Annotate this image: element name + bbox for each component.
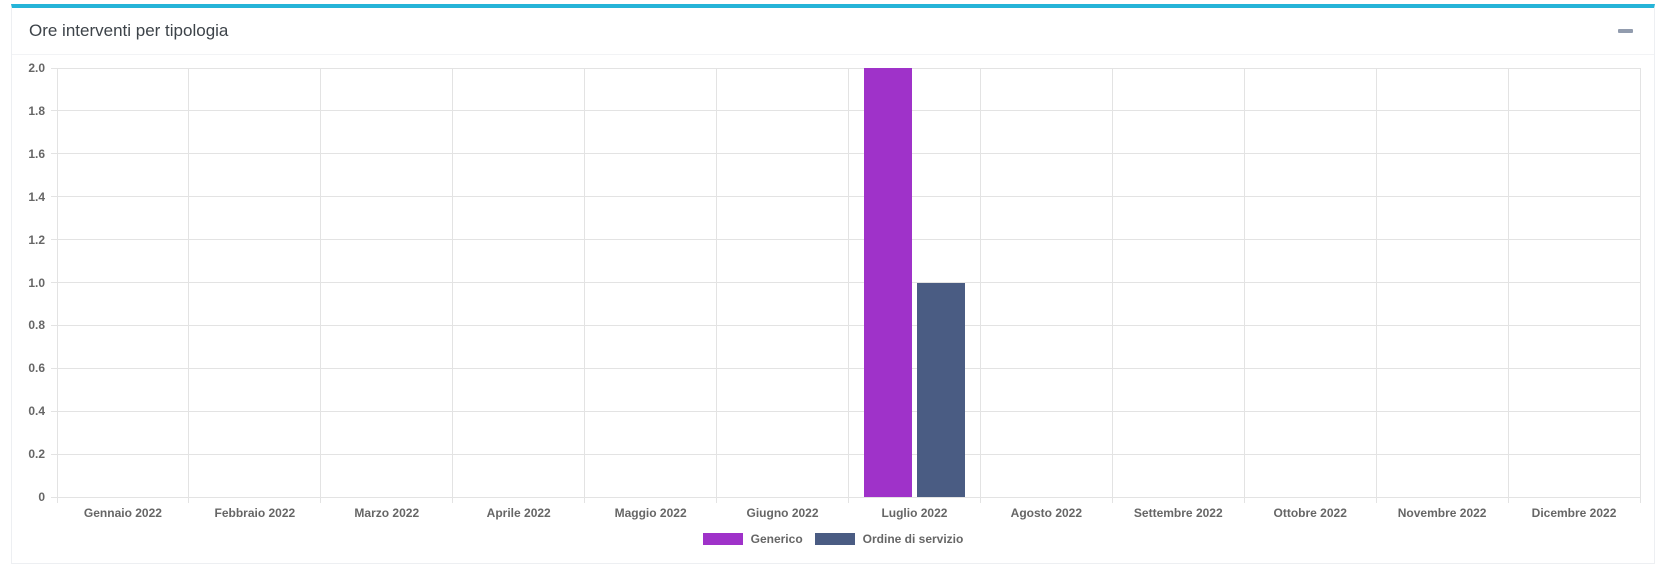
- gridline-vertical: [584, 68, 586, 503]
- gridline-vertical: [188, 68, 190, 503]
- gridline-vertical: [56, 68, 58, 503]
- gridline-vertical: [716, 68, 718, 503]
- x-axis-tick-label: Agosto 2022: [1010, 506, 1083, 520]
- x-axis-tick-label: Aprile 2022: [486, 506, 551, 520]
- gridline-horizontal: [51, 110, 1640, 112]
- y-axis-tick-label: 0.2: [28, 447, 45, 462]
- gridline-horizontal: [51, 153, 1640, 155]
- x-axis-tick-label: Novembre 2022: [1397, 506, 1487, 520]
- y-axis-tick-label: 0: [38, 490, 45, 504]
- panel-title: Ore interventi per tipologia: [29, 21, 229, 40]
- gridline-horizontal: [51, 239, 1640, 241]
- gridline-horizontal: [51, 453, 1640, 455]
- x-axis-tick-label: Maggio 2022: [614, 506, 687, 520]
- gridline-horizontal: [51, 282, 1640, 283]
- gridline-horizontal: [51, 367, 1640, 369]
- y-axis-tick-label: 1.0: [28, 275, 45, 290]
- minus-icon: [1618, 29, 1633, 33]
- gridline-horizontal: [51, 324, 1640, 326]
- y-axis-tick-label: 0.6: [28, 361, 45, 376]
- y-axis-tick-label: 1.6: [28, 146, 45, 161]
- gridline-horizontal: [51, 67, 1640, 69]
- gridline-vertical: [1639, 68, 1641, 503]
- legend-label: Ordine di servizio: [862, 532, 964, 546]
- legend-swatch: [814, 533, 855, 545]
- gridline-horizontal: [51, 196, 1640, 198]
- bar-chart: 0 0.2 0.4 0.6 0.8 1.0 1.2 1.4 1.6 1.8 2.0 Gennaio 2…: [12, 55, 1654, 562]
- bar-generico: [864, 68, 912, 497]
- gridline-vertical: [1111, 68, 1113, 503]
- y-axis-tick-label: 0.4: [28, 404, 45, 419]
- x-axis-tick-label: Giugno 2022: [746, 506, 819, 520]
- x-axis-tick-label: Gennaio 2022: [83, 506, 162, 520]
- legend-label: Generico: [750, 532, 803, 546]
- y-axis-tick-label: 2.0: [28, 61, 45, 75]
- gridline-vertical: [1507, 68, 1509, 503]
- gridline-vertical: [1375, 68, 1377, 503]
- legend-item-generico[interactable]: Generico: [702, 532, 803, 546]
- legend-swatch: [702, 533, 743, 545]
- x-axis-tick-label: Ottobre 2022: [1273, 506, 1347, 520]
- bar-ordine-di-servizio: [917, 282, 965, 497]
- y-axis-tick-label: 1.8: [28, 103, 45, 118]
- collapse-button[interactable]: [1614, 23, 1637, 39]
- x-axis-tick-label: Febbraio 2022: [214, 506, 296, 520]
- chart-legend: Generico Ordine di servizio: [12, 532, 1654, 546]
- x-axis-tick-label: Dicembre 2022: [1531, 506, 1617, 520]
- gridline-horizontal: [51, 496, 1640, 498]
- y-axis-tick-label: 0.8: [28, 318, 45, 333]
- chart-card: Ore interventi per tipologia 0 0.2 0.4 0.6 0…: [11, 4, 1655, 564]
- y-axis-tick-label: 1.2: [28, 232, 45, 247]
- gridline-vertical: [1243, 68, 1245, 503]
- gridline-horizontal: [51, 410, 1640, 412]
- x-axis-tick-label: Settembre 2022: [1133, 506, 1223, 520]
- gridline-vertical: [320, 68, 322, 503]
- chart-card-header: Ore interventi per tipologia: [12, 8, 1654, 55]
- y-axis-tick-label: 1.4: [28, 189, 45, 204]
- gridline-vertical: [452, 68, 454, 503]
- x-axis-tick-label: Luglio 2022: [881, 506, 948, 520]
- gridline-vertical: [848, 68, 849, 503]
- x-axis-tick-label: Marzo 2022: [354, 506, 420, 520]
- gridline-vertical: [979, 68, 981, 503]
- legend-item-ordine-di-servizio[interactable]: Ordine di servizio: [814, 532, 964, 546]
